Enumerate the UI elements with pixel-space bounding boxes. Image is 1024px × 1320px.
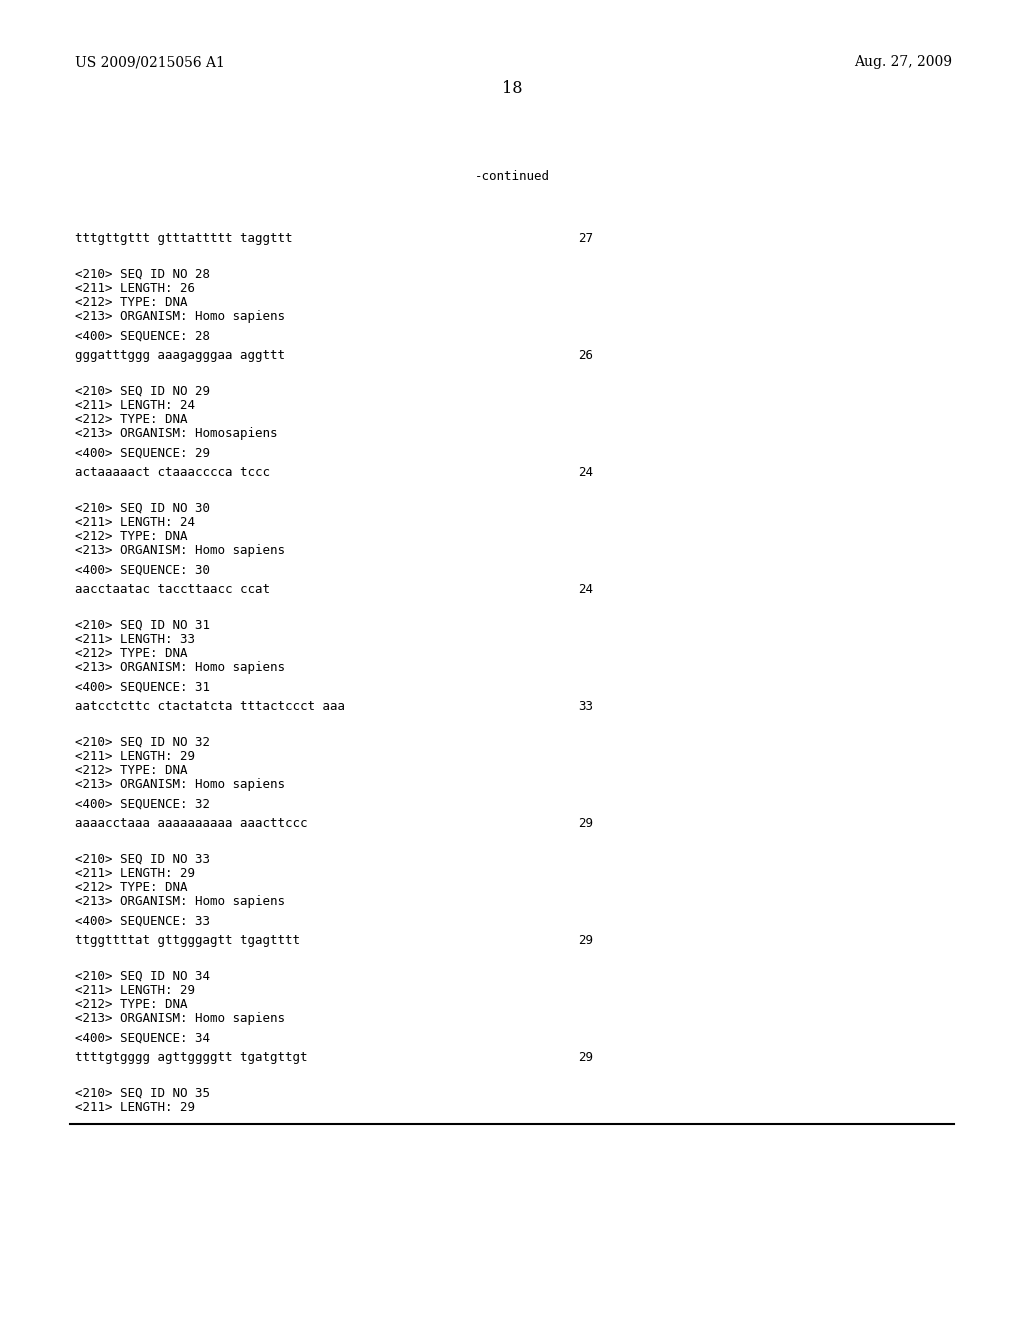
Text: <400> SEQUENCE: 34: <400> SEQUENCE: 34 xyxy=(75,1032,210,1045)
Text: <212> TYPE: DNA: <212> TYPE: DNA xyxy=(75,998,187,1011)
Text: <400> SEQUENCE: 29: <400> SEQUENCE: 29 xyxy=(75,447,210,459)
Text: <213> ORGANISM: Homo sapiens: <213> ORGANISM: Homo sapiens xyxy=(75,1012,285,1026)
Text: <213> ORGANISM: Homo sapiens: <213> ORGANISM: Homo sapiens xyxy=(75,661,285,675)
Text: gggatttggg aaagagggaa aggttt: gggatttggg aaagagggaa aggttt xyxy=(75,348,285,362)
Text: <210> SEQ ID NO 31: <210> SEQ ID NO 31 xyxy=(75,619,210,632)
Text: <211> LENGTH: 24: <211> LENGTH: 24 xyxy=(75,516,195,529)
Text: <211> LENGTH: 29: <211> LENGTH: 29 xyxy=(75,1101,195,1114)
Text: <400> SEQUENCE: 33: <400> SEQUENCE: 33 xyxy=(75,915,210,928)
Text: <400> SEQUENCE: 32: <400> SEQUENCE: 32 xyxy=(75,799,210,810)
Text: <212> TYPE: DNA: <212> TYPE: DNA xyxy=(75,531,187,543)
Text: <211> LENGTH: 29: <211> LENGTH: 29 xyxy=(75,983,195,997)
Text: <400> SEQUENCE: 30: <400> SEQUENCE: 30 xyxy=(75,564,210,577)
Text: <212> TYPE: DNA: <212> TYPE: DNA xyxy=(75,880,187,894)
Text: 24: 24 xyxy=(579,466,594,479)
Text: 29: 29 xyxy=(579,817,594,830)
Text: <210> SEQ ID NO 33: <210> SEQ ID NO 33 xyxy=(75,853,210,866)
Text: tttgttgttt gtttattttt taggttt: tttgttgttt gtttattttt taggttt xyxy=(75,232,292,246)
Text: <213> ORGANISM: Homosapiens: <213> ORGANISM: Homosapiens xyxy=(75,426,278,440)
Text: -continued: -continued xyxy=(474,170,550,183)
Text: 29: 29 xyxy=(579,935,594,946)
Text: <213> ORGANISM: Homo sapiens: <213> ORGANISM: Homo sapiens xyxy=(75,777,285,791)
Text: <212> TYPE: DNA: <212> TYPE: DNA xyxy=(75,764,187,777)
Text: <210> SEQ ID NO 29: <210> SEQ ID NO 29 xyxy=(75,385,210,399)
Text: 29: 29 xyxy=(579,1051,594,1064)
Text: <400> SEQUENCE: 28: <400> SEQUENCE: 28 xyxy=(75,330,210,343)
Text: 33: 33 xyxy=(579,700,594,713)
Text: actaaaaact ctaaacccca tccc: actaaaaact ctaaacccca tccc xyxy=(75,466,269,479)
Text: <210> SEQ ID NO 28: <210> SEQ ID NO 28 xyxy=(75,268,210,281)
Text: US 2009/0215056 A1: US 2009/0215056 A1 xyxy=(75,55,224,69)
Text: <211> LENGTH: 29: <211> LENGTH: 29 xyxy=(75,867,195,880)
Text: <210> SEQ ID NO 32: <210> SEQ ID NO 32 xyxy=(75,737,210,748)
Text: 24: 24 xyxy=(579,583,594,597)
Text: <211> LENGTH: 24: <211> LENGTH: 24 xyxy=(75,399,195,412)
Text: aaaacctaaa aaaaaaaaaa aaacttccc: aaaacctaaa aaaaaaaaaa aaacttccc xyxy=(75,817,307,830)
Text: <212> TYPE: DNA: <212> TYPE: DNA xyxy=(75,413,187,426)
Text: <210> SEQ ID NO 35: <210> SEQ ID NO 35 xyxy=(75,1086,210,1100)
Text: <210> SEQ ID NO 30: <210> SEQ ID NO 30 xyxy=(75,502,210,515)
Text: <211> LENGTH: 29: <211> LENGTH: 29 xyxy=(75,750,195,763)
Text: <213> ORGANISM: Homo sapiens: <213> ORGANISM: Homo sapiens xyxy=(75,310,285,323)
Text: ttttgtgggg agttggggtt tgatgttgt: ttttgtgggg agttggggtt tgatgttgt xyxy=(75,1051,307,1064)
Text: <210> SEQ ID NO 34: <210> SEQ ID NO 34 xyxy=(75,970,210,983)
Text: aatcctcttc ctactatcta tttactccct aaa: aatcctcttc ctactatcta tttactccct aaa xyxy=(75,700,345,713)
Text: Aug. 27, 2009: Aug. 27, 2009 xyxy=(854,55,952,69)
Text: ttggttttat gttgggagtt tgagtttt: ttggttttat gttgggagtt tgagtttt xyxy=(75,935,300,946)
Text: <213> ORGANISM: Homo sapiens: <213> ORGANISM: Homo sapiens xyxy=(75,544,285,557)
Text: 26: 26 xyxy=(579,348,594,362)
Text: 18: 18 xyxy=(502,81,522,96)
Text: <212> TYPE: DNA: <212> TYPE: DNA xyxy=(75,296,187,309)
Text: <212> TYPE: DNA: <212> TYPE: DNA xyxy=(75,647,187,660)
Text: <211> LENGTH: 26: <211> LENGTH: 26 xyxy=(75,282,195,294)
Text: 27: 27 xyxy=(579,232,594,246)
Text: <213> ORGANISM: Homo sapiens: <213> ORGANISM: Homo sapiens xyxy=(75,895,285,908)
Text: <211> LENGTH: 33: <211> LENGTH: 33 xyxy=(75,634,195,645)
Text: <400> SEQUENCE: 31: <400> SEQUENCE: 31 xyxy=(75,681,210,694)
Text: aacctaatac taccttaacc ccat: aacctaatac taccttaacc ccat xyxy=(75,583,269,597)
